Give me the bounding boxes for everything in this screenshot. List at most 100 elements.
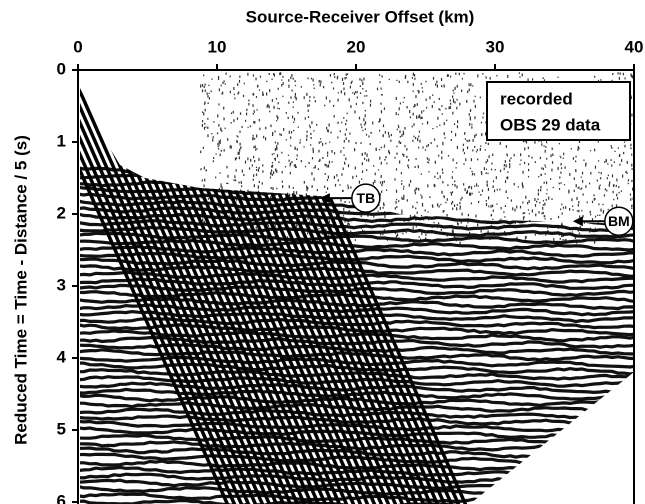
noise-dot — [439, 175, 441, 179]
noise-dot — [396, 128, 398, 131]
noise-dot — [443, 84, 445, 87]
noise-dot — [275, 194, 277, 196]
noise-dot — [610, 145, 612, 147]
noise-dot — [355, 175, 358, 178]
noise-dot — [487, 172, 489, 175]
noise-dot — [426, 157, 428, 160]
noise-dot — [408, 166, 410, 169]
noise-dot — [237, 151, 239, 155]
reflection-stripe — [80, 335, 634, 349]
noise-dot — [324, 172, 326, 175]
noise-dot — [282, 75, 284, 78]
noise-dot — [439, 124, 441, 126]
noise-dot — [602, 203, 604, 206]
noise-dot — [480, 145, 482, 147]
noise-dot — [339, 130, 341, 133]
noise-dot — [427, 161, 429, 163]
noise-dot — [220, 149, 222, 152]
noise-dot — [449, 99, 451, 102]
noise-dot — [436, 126, 438, 128]
noise-dot — [343, 147, 345, 149]
noise-dot — [217, 114, 219, 118]
noise-dot — [397, 113, 399, 116]
noise-dot — [528, 168, 530, 172]
noise-dot — [226, 165, 228, 169]
noise-dot — [446, 74, 449, 77]
noise-dot — [465, 158, 467, 162]
noise-dot — [208, 97, 211, 100]
noise-dot — [424, 149, 427, 151]
noise-dot — [212, 160, 214, 163]
noise-dot — [271, 99, 273, 102]
noise-dot — [544, 218, 546, 220]
noise-dot — [403, 96, 405, 99]
noise-dot — [631, 153, 633, 156]
noise-dot — [265, 92, 268, 96]
noise-dot — [534, 140, 536, 144]
noise-dot — [577, 204, 579, 207]
noise-dot — [581, 209, 583, 212]
noise-dot — [281, 79, 283, 81]
noise-dot — [539, 201, 541, 204]
noise-dot — [274, 130, 276, 133]
noise-dot — [379, 149, 381, 151]
noise-dot — [521, 73, 523, 77]
noise-dot — [253, 110, 255, 113]
noise-dot — [460, 198, 462, 201]
noise-dot — [488, 205, 490, 208]
noise-dot — [441, 190, 443, 194]
noise-dot — [454, 133, 457, 137]
noise-dot — [402, 153, 404, 156]
noise-dot — [217, 77, 220, 81]
noise-dot — [399, 102, 401, 105]
noise-dot — [396, 198, 398, 201]
noise-dot — [486, 159, 489, 162]
noise-dot — [590, 213, 592, 216]
noise-dot — [362, 88, 364, 90]
noise-dot — [274, 158, 276, 160]
noise-dot — [312, 78, 314, 82]
noise-dot — [322, 86, 325, 89]
noise-dot — [257, 185, 260, 188]
noise-dot — [310, 132, 312, 135]
noise-dot — [270, 187, 272, 190]
noise-dot — [303, 96, 305, 100]
noise-dot — [415, 187, 417, 191]
noise-dot — [557, 166, 559, 171]
noise-dot — [322, 156, 324, 160]
noise-dot — [543, 145, 545, 147]
noise-dot — [541, 167, 543, 170]
noise-dot — [270, 165, 273, 168]
noise-dot — [262, 91, 264, 95]
noise-dot — [229, 145, 231, 149]
noise-dot — [418, 146, 420, 149]
noise-dot — [493, 189, 496, 193]
noise-dot — [382, 232, 384, 236]
noise-dot — [201, 111, 204, 113]
noise-dot — [452, 158, 454, 162]
noise-dot — [616, 193, 618, 197]
noise-dot — [239, 142, 241, 146]
noise-dot — [443, 195, 445, 198]
noise-dot — [345, 157, 347, 161]
noise-dot — [451, 200, 454, 204]
noise-dot — [294, 147, 296, 150]
noise-dot — [406, 199, 408, 202]
noise-dot — [395, 234, 398, 238]
noise-dot — [306, 130, 308, 133]
noise-dot — [578, 232, 581, 235]
noise-dot — [307, 186, 309, 189]
noise-dot — [202, 218, 204, 222]
noise-dot — [239, 130, 241, 133]
noise-dot — [306, 185, 308, 189]
noise-dot — [368, 135, 370, 138]
noise-dot — [384, 131, 387, 134]
noise-dot — [234, 175, 236, 179]
noise-dot — [204, 108, 206, 112]
noise-dot — [563, 152, 565, 156]
noise-dot — [426, 106, 428, 109]
noise-dot — [348, 210, 350, 213]
noise-dot — [504, 205, 506, 207]
y-tick-label: 2 — [57, 203, 66, 222]
legend-text: recorded — [500, 89, 573, 108]
